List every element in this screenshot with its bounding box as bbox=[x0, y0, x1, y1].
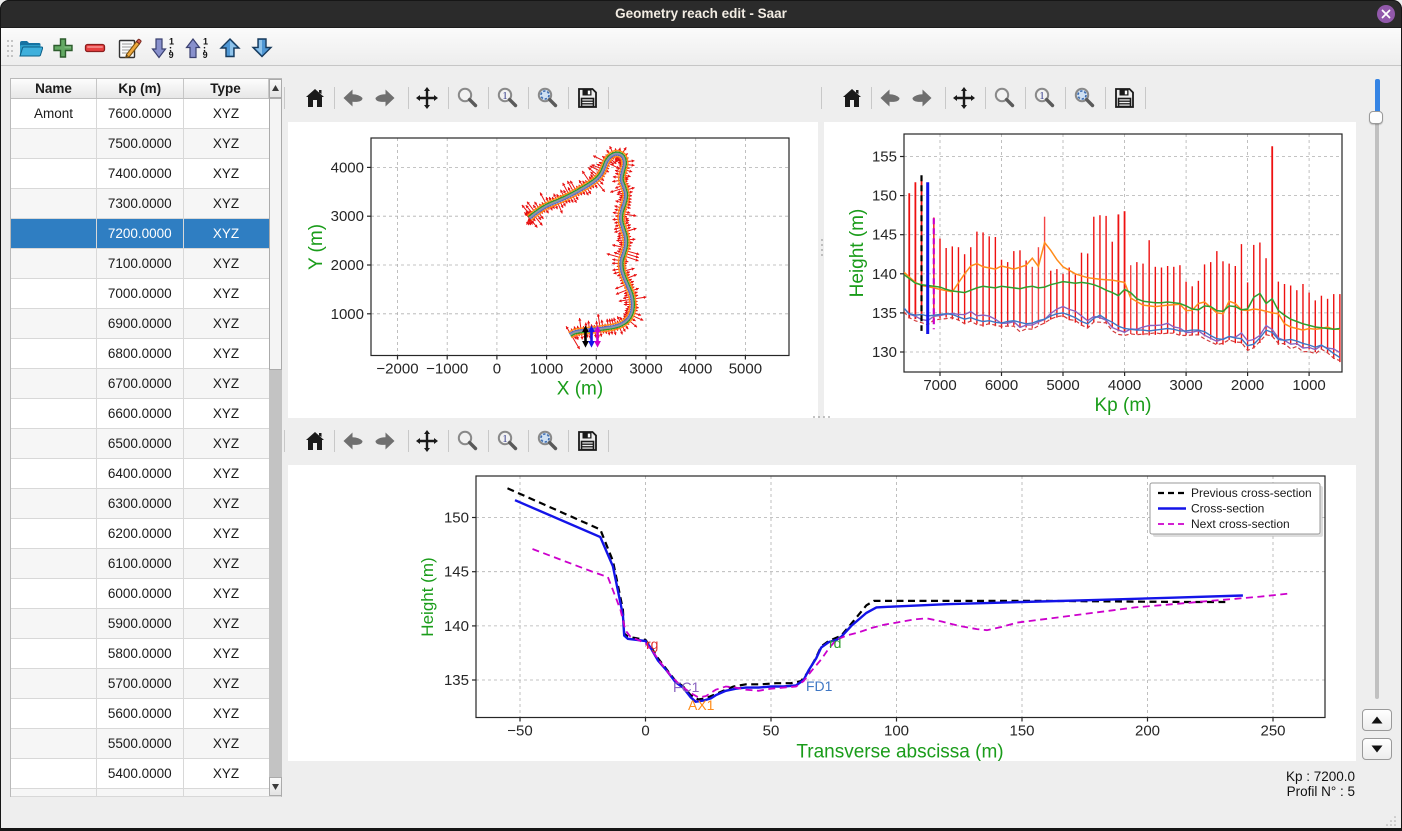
svg-text:FD1: FD1 bbox=[806, 678, 833, 694]
svg-text:140: 140 bbox=[444, 618, 469, 635]
svg-text:1000: 1000 bbox=[1292, 377, 1325, 394]
svg-text:3000: 3000 bbox=[1169, 377, 1202, 394]
svg-text:1000: 1000 bbox=[331, 306, 364, 323]
svg-text:6000: 6000 bbox=[985, 377, 1018, 394]
svg-text:1: 1 bbox=[502, 90, 508, 102]
svg-text:3000: 3000 bbox=[331, 208, 364, 225]
svg-text:9: 9 bbox=[203, 50, 208, 60]
svg-text:7000: 7000 bbox=[923, 377, 956, 394]
svg-text:2000: 2000 bbox=[580, 361, 613, 378]
svg-text:rg: rg bbox=[646, 636, 658, 652]
svg-text:145: 145 bbox=[444, 564, 469, 581]
svg-text:Kp (m): Kp (m) bbox=[1095, 395, 1152, 416]
svg-text:100: 100 bbox=[884, 723, 909, 740]
svg-text:0: 0 bbox=[493, 361, 501, 378]
svg-text:Height (m): Height (m) bbox=[847, 209, 868, 298]
svg-text:9: 9 bbox=[169, 50, 174, 60]
svg-text:Transverse abscissa (m): Transverse abscissa (m) bbox=[796, 742, 1003, 762]
svg-text:X (m): X (m) bbox=[557, 379, 603, 400]
svg-text:145: 145 bbox=[872, 227, 897, 244]
svg-text:Height (m): Height (m) bbox=[418, 557, 437, 636]
svg-text:4000: 4000 bbox=[1108, 377, 1141, 394]
svg-text:155: 155 bbox=[872, 149, 897, 166]
svg-text:Cross-section: Cross-section bbox=[1191, 502, 1264, 516]
svg-text:−2000: −2000 bbox=[376, 361, 418, 378]
svg-text:2000: 2000 bbox=[331, 257, 364, 274]
svg-text:0: 0 bbox=[641, 723, 649, 740]
svg-text:Y (m): Y (m) bbox=[306, 224, 327, 270]
svg-text:200: 200 bbox=[1135, 723, 1160, 740]
svg-text:135: 135 bbox=[444, 672, 469, 689]
svg-text:Next cross-section: Next cross-section bbox=[1191, 517, 1290, 531]
svg-text:150: 150 bbox=[872, 188, 897, 205]
svg-text:1000: 1000 bbox=[530, 361, 563, 378]
svg-text:5000: 5000 bbox=[1046, 377, 1079, 394]
svg-text:−1000: −1000 bbox=[426, 361, 468, 378]
svg-text:250: 250 bbox=[1260, 723, 1285, 740]
svg-text:AX1: AX1 bbox=[688, 697, 715, 713]
svg-text:2000: 2000 bbox=[1231, 377, 1264, 394]
svg-text:1: 1 bbox=[502, 433, 508, 445]
svg-text:Previous cross-section: Previous cross-section bbox=[1191, 486, 1312, 500]
svg-text:rd: rd bbox=[829, 635, 841, 651]
svg-text:50: 50 bbox=[763, 723, 780, 740]
svg-text:3000: 3000 bbox=[629, 361, 662, 378]
svg-text:150: 150 bbox=[1009, 723, 1034, 740]
svg-text:1: 1 bbox=[203, 37, 208, 47]
svg-text:4000: 4000 bbox=[679, 361, 712, 378]
svg-text:140: 140 bbox=[872, 266, 897, 283]
svg-text:150: 150 bbox=[444, 510, 469, 527]
svg-text:−50: −50 bbox=[507, 723, 532, 740]
svg-text:4000: 4000 bbox=[331, 159, 364, 176]
svg-text:1: 1 bbox=[1039, 90, 1045, 102]
svg-text:135: 135 bbox=[872, 305, 897, 322]
svg-text:130: 130 bbox=[872, 344, 897, 361]
svg-text:FC1: FC1 bbox=[673, 679, 700, 695]
svg-text:5000: 5000 bbox=[729, 361, 762, 378]
svg-text:1: 1 bbox=[169, 37, 174, 47]
